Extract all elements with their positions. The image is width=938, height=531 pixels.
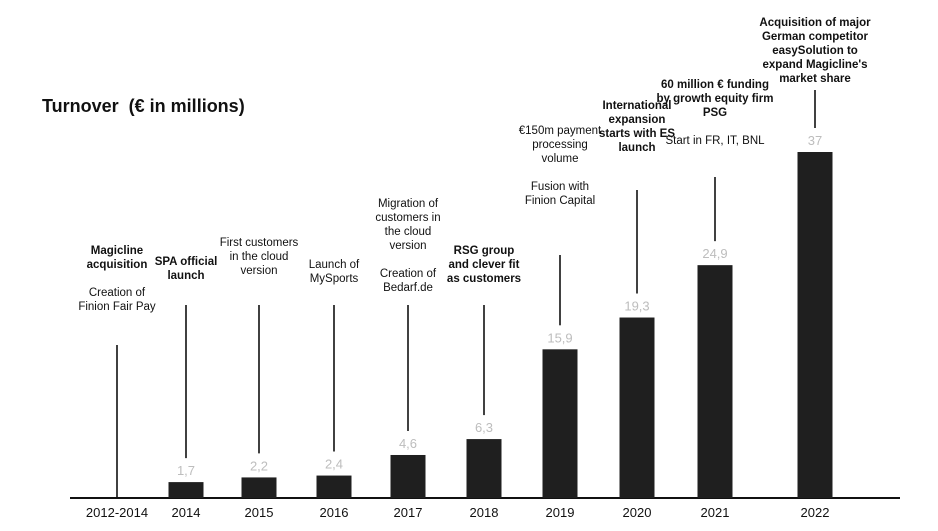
bar-2015 [241,477,277,498]
annotation-text: Creation of Bedarf.de [379,268,437,294]
x-tick-label-2022: 2022 [801,505,830,520]
x-tick-label-2021: 2021 [701,505,730,520]
annotation-2017: Migration of customers in the cloud vers… [368,197,448,295]
value-label-2016: 2,4 [325,457,343,472]
annotation-text: Launch of MySports [308,259,360,285]
annotation-2022: Acquisition of major German competitor e… [755,16,875,86]
annotation-2018: RSG group and clever fit as customers [444,244,524,286]
bar-2022 [797,152,833,498]
value-label-2021: 24,9 [702,246,727,261]
x-tick-label-2012-2014: 2012-2014 [86,505,148,520]
bar-2017 [390,454,426,498]
annotation-headline: 60 million € funding by growth equity fi… [656,79,774,119]
value-label-2020: 19,3 [624,299,649,314]
value-label-2022: 37 [808,133,822,148]
value-label-2014: 1,7 [177,463,195,478]
x-tick-label-2017: 2017 [394,505,423,520]
annotation-text: Fusion with Finion Capital [524,181,596,207]
bar-2020 [619,317,655,498]
annotation-headline: International expansion starts with ES l… [598,100,676,154]
annotation-text: Start in FR, IT, BNL [665,135,765,147]
x-tick-label-2018: 2018 [470,505,499,520]
chart-title: Turnover (€ in millions) [42,96,245,116]
annotation-headline: RSG group and clever fit as customers [446,245,522,285]
annotation-text: €150m payment processing volume [518,125,602,165]
annotation-text: First customers in the cloud version [219,237,299,277]
value-label-2017: 4,6 [399,436,417,451]
annotation-2016: Launch of MySports [294,258,374,286]
x-tick-label-2020: 2020 [623,505,652,520]
bar-2021 [697,265,733,498]
annotation-2014: SPA official launch [151,255,221,283]
x-tick-label-2014: 2014 [172,505,201,520]
x-tick-label-2019: 2019 [546,505,575,520]
annotation-headline: SPA official launch [154,256,218,282]
annotation-2012-2014: Magicline acquisition Creation of Finion … [77,244,157,314]
annotation-2021: 60 million € funding by growth equity fi… [655,78,775,148]
x-tick-label-2015: 2015 [245,505,274,520]
annotation-headline: Magicline acquisition [86,245,148,271]
bar-2019 [542,349,578,498]
annotation-text: Creation of Finion Fair Pay [78,287,156,313]
annotation-text: Migration of customers in the cloud vers… [375,198,441,252]
bar-2016 [316,475,352,498]
bar-2014 [168,482,204,498]
annotation-headline: Acquisition of major German competitor e… [759,17,871,85]
x-tick-label-2016: 2016 [320,505,349,520]
annotation-2020: International expansion starts with ES l… [592,99,682,155]
bar-2018 [466,439,502,498]
annotation-2015: First customers in the cloud version [219,236,299,278]
value-label-2019: 15,9 [547,330,572,345]
value-label-2015: 2,2 [250,458,268,473]
value-label-2018: 6,3 [475,420,493,435]
annotation-2019: €150m payment processing volume Fusion wi… [515,124,605,208]
